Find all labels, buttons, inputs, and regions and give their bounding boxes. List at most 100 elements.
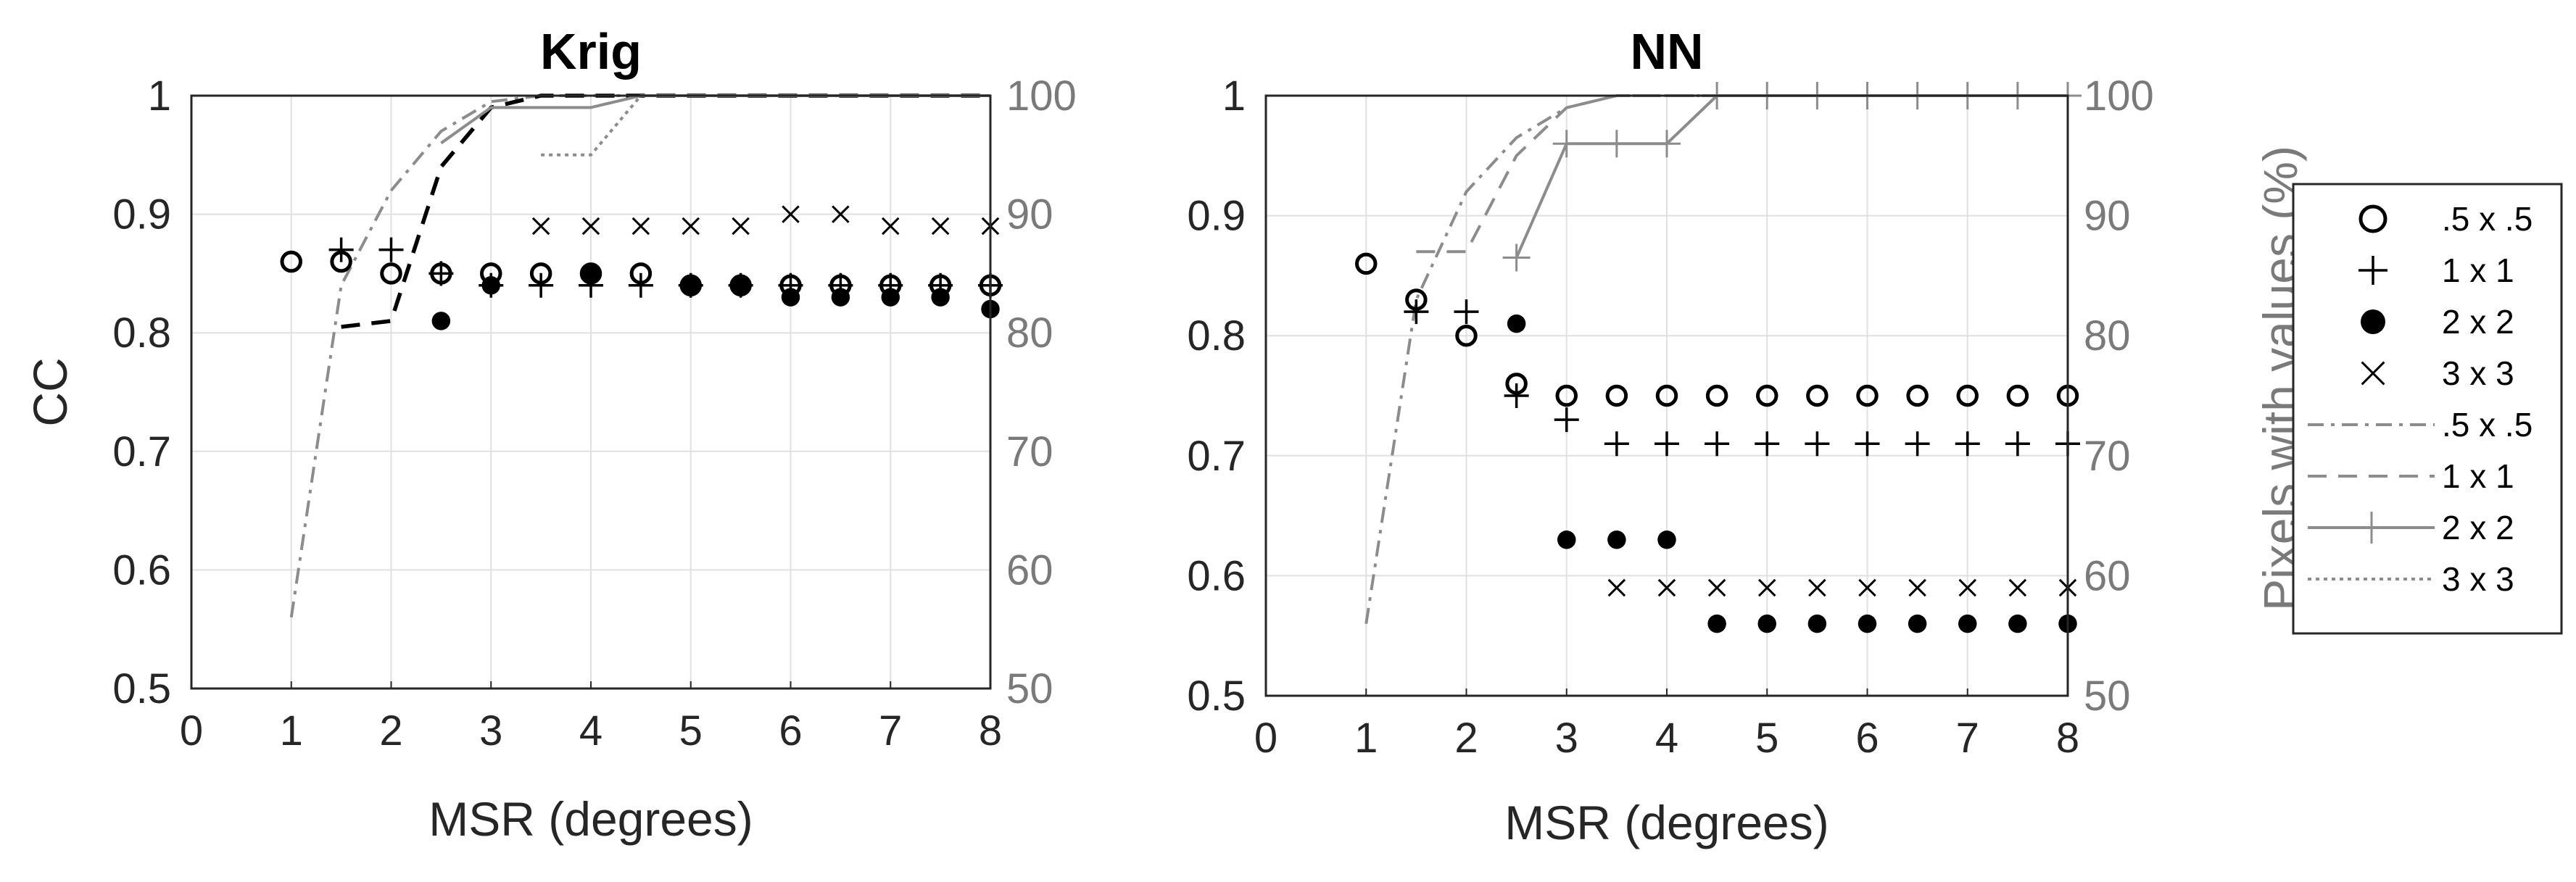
krig-cc-point-2-x-2 bbox=[831, 288, 850, 307]
krig-y-tick-label: 0.5 bbox=[112, 665, 171, 712]
nn-cc-point-5-x-5 bbox=[1806, 384, 1829, 407]
krig-cc-point-3-x-3 bbox=[931, 217, 950, 236]
nn-cc-point-2-x-2 bbox=[1557, 530, 1576, 549]
krig-cc-point-2-x-2 bbox=[881, 288, 900, 307]
krig-y2-tick-label: 50 bbox=[1006, 665, 1053, 712]
krig-cc-point-1-x-1 bbox=[378, 237, 404, 262]
krig-cc-point-2-x-2 bbox=[781, 288, 800, 307]
krig-x-tick-label: 2 bbox=[379, 707, 402, 754]
krig-cc-point-3-x-3 bbox=[631, 217, 650, 236]
nn-cc-point-3-x-3 bbox=[1808, 578, 1826, 597]
krig-cc-point-5-x-5 bbox=[380, 262, 402, 285]
nn-cc-point-5-x-5 bbox=[1956, 384, 1979, 407]
legend-box bbox=[2292, 183, 2563, 635]
krig-x-tick-label: 6 bbox=[779, 707, 802, 754]
nn-cc-point-2-x-2 bbox=[1607, 530, 1626, 549]
krig-x-tick-label: 1 bbox=[280, 707, 303, 754]
nn-cc-point-3-x-3 bbox=[1657, 578, 1676, 597]
filled-circle-icon bbox=[2361, 309, 2385, 334]
legend-marker-label: 2 x 2 bbox=[2442, 303, 2514, 341]
legend-line-plus-icon bbox=[2356, 512, 2387, 544]
legend-line-label: 1 x 1 bbox=[2442, 457, 2514, 495]
nn-cc-point-3-x-3 bbox=[1707, 578, 1726, 597]
nn-x-tick-label: 6 bbox=[1855, 715, 1879, 762]
nn-cc-point-5-x-5 bbox=[1355, 252, 1378, 275]
nn-cc-point-1-x-1 bbox=[1504, 383, 1529, 408]
nn-y-tick-label: 0.8 bbox=[1187, 312, 1246, 359]
nn-y-tick-label: 1 bbox=[1222, 72, 1246, 120]
krig-cc-point-2-x-2 bbox=[682, 276, 700, 295]
krig-y2-tick-label: 100 bbox=[1006, 72, 1077, 120]
nn-axes-box bbox=[1264, 94, 2069, 697]
nn-y2-tick-label: 80 bbox=[2084, 312, 2131, 359]
nn-y2-tick-label: 70 bbox=[2084, 433, 2131, 480]
krig-cc-point-1-x-1 bbox=[628, 272, 653, 298]
krig-x-tick-label: 8 bbox=[979, 707, 1002, 754]
krig-x-tick-label: 3 bbox=[479, 707, 502, 754]
nn-percent-line-1-x-1 bbox=[1416, 94, 2068, 254]
krig-cc-point-2-x-2 bbox=[931, 288, 950, 307]
krig-cc-point-2-x-2 bbox=[431, 312, 451, 330]
nn-y2-tick-label: 100 bbox=[2084, 72, 2154, 120]
krig-cc-point-3-x-3 bbox=[881, 217, 900, 236]
nn-cc-point-5-x-5 bbox=[1605, 384, 1628, 407]
krig-title: Krig bbox=[540, 23, 642, 80]
nn-cc-point-1-x-1 bbox=[1554, 407, 1579, 433]
krig-y-tick-label: 0.8 bbox=[112, 309, 171, 357]
legend-items: .5 x .5 1 x 1 2 x 2 3 x 3 .5 x .5 1 x 1 2 x 2 3… bbox=[2308, 200, 2532, 598]
nn-cc-point-1-x-1 bbox=[1705, 431, 1730, 457]
legend-line-label: 3 x 3 bbox=[2442, 560, 2514, 598]
nn-cc-point-2-x-2 bbox=[2008, 614, 2027, 633]
legend-marker-label: 1 x 1 bbox=[2442, 251, 2514, 289]
krig-percent-line-5-x-5 bbox=[289, 94, 990, 618]
nn-percent-point-2-x-2 bbox=[1602, 130, 1631, 158]
krig-percent-line-3-x-3 bbox=[541, 94, 990, 157]
nn-cc-point-1-x-1 bbox=[1454, 299, 1479, 325]
nn-cc-point-5-x-5 bbox=[1555, 384, 1578, 407]
krig-cc-point-5-x-5 bbox=[280, 250, 302, 273]
nn-x-tick-label: 5 bbox=[1755, 715, 1778, 762]
legend-line-label: .5 x .5 bbox=[2442, 406, 2532, 444]
nn-cc-point-1-x-1 bbox=[1654, 431, 1679, 457]
nn-tick-labels: 0 1 2 3 4 5 6 7 8 0.5 0.6 0.7 0.8 0.9 1 50 60 70 80 90 100 bbox=[1187, 72, 2153, 762]
krig-x-tick-label: 4 bbox=[579, 707, 602, 754]
nn-cc-point-3-x-3 bbox=[1607, 578, 1626, 597]
nn-percent-point-2-x-2 bbox=[1653, 130, 1681, 158]
nn-cc-point-2-x-2 bbox=[1958, 614, 1977, 633]
krig-cc-point-3-x-3 bbox=[782, 205, 800, 223]
krig-y2-tick-label: 80 bbox=[1006, 309, 1053, 357]
nn-y-tick-label: 0.7 bbox=[1187, 433, 1246, 480]
legend-line-label: 2 x 2 bbox=[2442, 509, 2514, 546]
nn-y2-tick-label: 90 bbox=[2084, 193, 2131, 240]
legend-marker-label: .5 x .5 bbox=[2442, 200, 2532, 238]
nn-cc-point-5-x-5 bbox=[1756, 384, 1778, 407]
krig-cc-markers bbox=[280, 205, 1003, 330]
krig-y-axis-label: CC bbox=[23, 357, 77, 426]
legend-marker-label: 3 x 3 bbox=[2442, 354, 2514, 392]
krig-cc-point-3-x-3 bbox=[581, 217, 600, 236]
nn-cc-point-2-x-2 bbox=[1807, 614, 1827, 633]
nn-cc-point-1-x-1 bbox=[1755, 431, 1780, 457]
nn-percent-point-2-x-2 bbox=[1552, 130, 1581, 158]
nn-x-tick-label: 8 bbox=[2056, 715, 2079, 762]
open-circle-icon bbox=[2358, 204, 2387, 233]
nn-cc-point-2-x-2 bbox=[1657, 530, 1676, 549]
nn-x-tick-label: 7 bbox=[1956, 715, 1979, 762]
nn-cc-point-1-x-1 bbox=[1905, 431, 1930, 457]
legend: .5 x .5 1 x 1 2 x 2 3 x 3 .5 x .5 1 x 1 2 x 2 3… bbox=[2292, 183, 2563, 635]
krig-cc-point-2-x-2 bbox=[731, 276, 750, 295]
krig-cc-point-2-x-2 bbox=[481, 276, 500, 295]
krig-y-tick-label: 0.6 bbox=[112, 546, 171, 594]
krig-cc-point-3-x-3 bbox=[531, 217, 550, 236]
krig-x-axis-label: MSR (degrees) bbox=[428, 792, 753, 846]
krig-cc-point-1-x-1 bbox=[328, 237, 354, 262]
krig-y2-tick-label: 90 bbox=[1006, 191, 1053, 238]
nn-cc-point-1-x-1 bbox=[1855, 431, 1880, 457]
nn-cc-point-5-x-5 bbox=[1655, 384, 1678, 407]
nn-cc-point-3-x-3 bbox=[1908, 578, 1926, 597]
nn-x-axis-label: MSR (degrees) bbox=[1504, 796, 1829, 849]
nn-cc-point-5-x-5 bbox=[1455, 324, 1478, 347]
krig-cc-point-3-x-3 bbox=[732, 217, 750, 236]
nn-cc-point-1-x-1 bbox=[1404, 299, 1429, 325]
